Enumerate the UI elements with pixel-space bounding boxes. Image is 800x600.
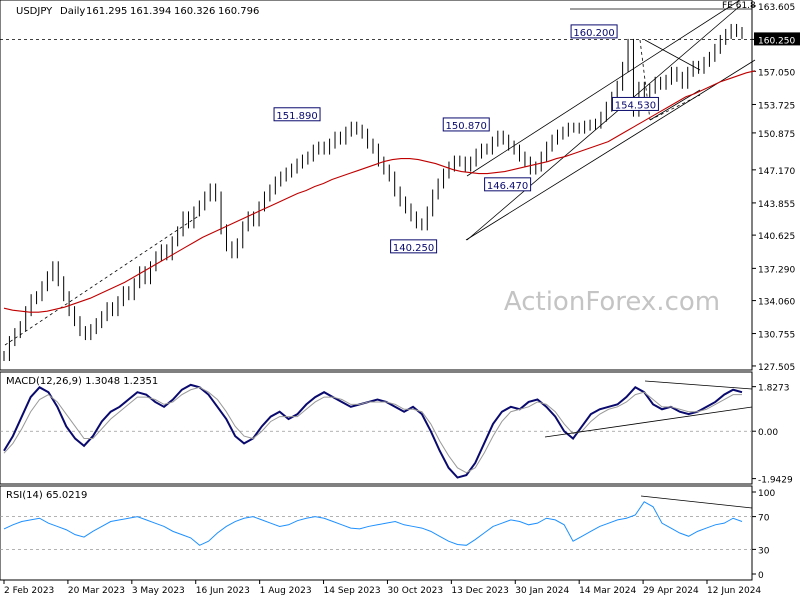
header-low: 160.326 xyxy=(174,6,215,17)
rsi-plot-area xyxy=(0,485,753,581)
price-level-label: 140.250 xyxy=(393,243,434,254)
rsi-series xyxy=(3,495,753,546)
macd-signal-line xyxy=(3,386,742,474)
price-level-label-box xyxy=(442,117,490,132)
fe-annotation: FE 61.8 xyxy=(722,1,756,11)
price-level-label: 154.530 xyxy=(615,100,656,111)
macd-series xyxy=(3,380,753,479)
macd-tick-label: 0.00 xyxy=(758,428,778,438)
x-tick-label: 12 Jun 2024 xyxy=(707,586,761,596)
macd-line xyxy=(3,383,743,479)
header-high: 161.394 xyxy=(130,6,171,17)
price-level-label-box xyxy=(273,107,321,122)
price-panel: USDJPY Daily 161.295 161.394 160.326 160… xyxy=(0,0,800,373)
price-tick-label: 157.050 xyxy=(758,68,795,78)
price-level-label: 146.470 xyxy=(487,181,528,192)
price-tick-label: 147.170 xyxy=(758,167,795,177)
x-tick-label: 14 Mar 2024 xyxy=(579,586,636,596)
macd-title: MACD(12,26,9) 1.3048 1.2351 xyxy=(6,376,158,387)
x-tick-label: 13 Dec 2023 xyxy=(451,586,509,596)
macd-tick-label: -1.9429 xyxy=(758,476,793,486)
x-tick-label: 30 Oct 2023 xyxy=(387,586,443,596)
price-tick-label: 160.250 xyxy=(758,36,795,46)
x-tick-label: 29 Apr 2024 xyxy=(643,586,699,596)
price-level-label-box xyxy=(390,239,438,254)
macd-axis: 1.8273 0.00 -1.9429 xyxy=(0,384,793,486)
channel-line xyxy=(465,59,756,241)
macd-trendline xyxy=(544,406,753,438)
price-plot-area xyxy=(0,0,753,371)
price-axis: 163.605 160.250 157.050 153.725 150.875 147.1… xyxy=(752,3,800,373)
rsi-axis: 100 70 30 0 xyxy=(0,489,775,581)
price-tick-label: 143.855 xyxy=(758,200,795,210)
price-labels: 151.890 140.250 150.870 146.470 160.200 154.5… xyxy=(273,24,659,254)
rsi-panel: RSI(14) 65.0219 100 70 30 0 xyxy=(0,485,775,581)
x-axis: 2 Feb 2023 20 Mar 2023 3 May 2023 16 Jun 20… xyxy=(3,580,761,596)
price-tick-label: 153.725 xyxy=(758,101,795,111)
x-tick-label: 2 Feb 2023 xyxy=(4,586,54,596)
rsi-tick-label: 100 xyxy=(758,489,775,499)
rsi-trendline xyxy=(640,495,753,509)
price-level-label-box xyxy=(570,24,618,39)
price-level-label: 160.200 xyxy=(573,28,614,39)
price-tick-label: 134.060 xyxy=(758,298,795,308)
price-series xyxy=(3,23,756,362)
channel-line xyxy=(466,5,741,241)
header-timeframe: Daily xyxy=(60,6,85,17)
price-tick-label: 150.875 xyxy=(758,130,795,140)
price-tick-label: 127.505 xyxy=(758,363,795,373)
price-reference-lines xyxy=(0,8,752,40)
moving-average-line xyxy=(3,70,756,313)
header-open: 161.295 xyxy=(86,6,127,17)
macd-tick-label: 1.8273 xyxy=(758,384,790,394)
macd-plot-area xyxy=(0,371,753,485)
rsi-tick-label: 30 xyxy=(758,546,770,556)
x-tick-label: 1 Aug 2023 xyxy=(260,586,312,596)
price-tick-label: 140.625 xyxy=(758,232,795,242)
rsi-title: RSI(14) 65.0219 xyxy=(6,490,87,501)
price-level-label-box xyxy=(611,96,659,111)
watermark: ActionForex.com xyxy=(504,287,720,317)
header-close: 160.796 xyxy=(218,6,259,17)
channel-line xyxy=(644,39,701,71)
macd-panel: MACD(12,26,9) 1.3048 1.2351 1.8273 0.00 -1… xyxy=(0,371,793,486)
x-tick-label: 16 Jun 2023 xyxy=(196,586,250,596)
x-tick-label: 3 May 2023 xyxy=(132,586,185,596)
price-level-label-box xyxy=(484,177,532,192)
price-tick-label: 130.755 xyxy=(758,331,795,341)
x-tick-label: 20 Mar 2023 xyxy=(68,586,125,596)
rsi-tick-label: 70 xyxy=(758,514,770,524)
price-level-label: 151.890 xyxy=(276,111,317,122)
price-channel xyxy=(4,0,756,346)
rsi-line xyxy=(3,501,743,546)
rsi-tick-label: 0 xyxy=(758,571,764,581)
current-price-tag xyxy=(754,32,800,46)
price-level-label: 150.870 xyxy=(446,121,487,132)
header-symbol: USDJPY xyxy=(16,6,53,17)
x-tick-label: 30 Jan 2024 xyxy=(515,586,569,596)
channel-line xyxy=(466,0,741,177)
macd-trendline xyxy=(644,380,753,390)
price-tick-label: 163.605 xyxy=(758,3,795,13)
x-tick-label: 14 Sep 2023 xyxy=(324,586,381,596)
price-tick-label: 137.290 xyxy=(758,265,795,275)
